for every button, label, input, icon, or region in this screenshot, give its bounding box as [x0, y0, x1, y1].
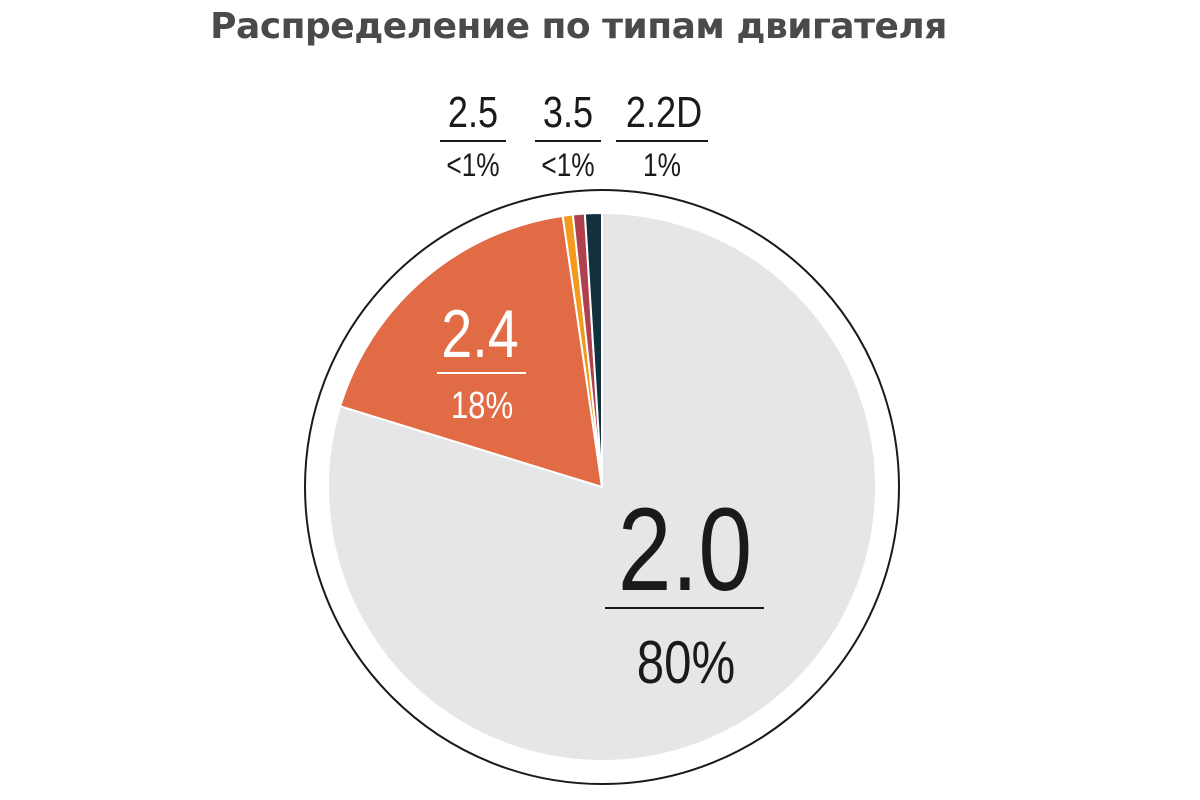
pie-slice-2-0	[327, 212, 877, 762]
outer-ring	[304, 189, 900, 785]
pie-slice-2-4	[339, 214, 603, 488]
slice-label-2-5: 2.5 <1%	[440, 90, 506, 182]
slice-percent-2-4: 18%	[451, 385, 513, 427]
label-divider	[616, 140, 708, 142]
slice-label-2-2d: 2.2D 1%	[616, 90, 708, 182]
slice-name-3-5: 3.5	[542, 88, 594, 137]
slice-percent-2-5: <1%	[446, 147, 500, 183]
label-divider	[535, 140, 601, 142]
slice-name-2-2d: 2.2D	[625, 88, 703, 137]
slice-name-2-4: 2.4	[441, 297, 519, 372]
pie-slices	[327, 212, 877, 762]
slice-label-2-4: 2.4 18%	[437, 297, 526, 427]
chart-title: Распределение по типам двигателя	[210, 6, 947, 47]
slice-percent-3-5: <1%	[541, 147, 595, 183]
slice-label-2-0: 2.0 80%	[605, 483, 764, 696]
slice-name-2-0: 2.0	[618, 483, 752, 615]
label-divider	[440, 140, 506, 142]
slice-percent-2-0: 80%	[637, 628, 735, 696]
slice-percent-2-2d: 1%	[643, 147, 681, 183]
slice-label-3-5: 3.5 <1%	[535, 90, 601, 182]
pie-slice-2-2d	[583, 212, 603, 488]
slice-name-2-5: 2.5	[447, 88, 499, 137]
